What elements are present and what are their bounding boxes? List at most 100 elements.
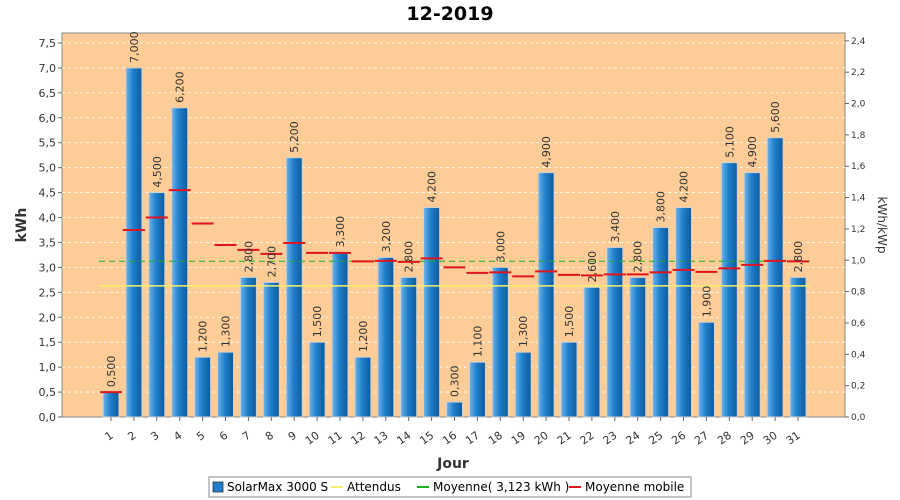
data-label: 4,200 xyxy=(678,171,691,203)
legend-box xyxy=(208,476,692,498)
data-label: 2,800 xyxy=(403,241,416,273)
y-axis-right-title: kWh/kWp xyxy=(875,197,889,254)
data-label: 4,200 xyxy=(426,171,439,203)
x-tick-label: 13 xyxy=(372,429,391,448)
legend-label: Moyenne( 3,123 kWh ) xyxy=(433,480,569,494)
x-tick-label: 6 xyxy=(217,429,230,444)
data-label: 5,200 xyxy=(288,121,301,153)
bar xyxy=(789,276,807,418)
y-tick-label: 1,0 xyxy=(39,361,57,374)
x-tick-label: 10 xyxy=(303,429,322,448)
x-tick-label: 12 xyxy=(349,429,368,448)
bar xyxy=(217,351,234,418)
data-label: 3,300 xyxy=(334,216,347,248)
bar xyxy=(537,172,555,418)
x-tick-label: 1 xyxy=(103,429,116,444)
y-right-tick-label: 1,2 xyxy=(851,225,865,235)
chart-title: 12-2019 xyxy=(406,3,493,25)
x-tick-label: 22 xyxy=(578,429,597,448)
x-tick-label: 18 xyxy=(486,429,505,448)
y-right-tick-label: 0,6 xyxy=(851,319,866,329)
y-tick-label: 5,5 xyxy=(39,137,57,150)
bar xyxy=(262,281,280,418)
x-tick-label: 8 xyxy=(263,429,276,444)
bar xyxy=(125,67,143,418)
y-right-tick-label: 0,8 xyxy=(851,288,866,298)
data-label: 4,900 xyxy=(746,136,759,168)
y-axis-right: 0,0 0,2 0,4 0,6 0,8 1,0 1,2 1,4 1,6 1,8 2,0 2,2 2,4 xyxy=(845,37,866,423)
bar xyxy=(308,341,326,418)
bar xyxy=(171,107,189,418)
bar xyxy=(354,356,372,418)
y-tick-label: 2,5 xyxy=(39,286,57,299)
data-label: 1,500 xyxy=(311,306,324,338)
bar xyxy=(194,356,212,418)
y-right-tick-label: 0,4 xyxy=(851,350,866,360)
y-right-tick-label: 0,2 xyxy=(851,382,865,392)
data-label: 1,200 xyxy=(357,321,370,353)
data-label: 1,300 xyxy=(220,316,233,348)
y-tick-label: 4,0 xyxy=(39,212,57,225)
x-tick-label: 29 xyxy=(738,429,757,448)
y-axis-left: 0,0 0,5 1,0 1,5 2,0 2,5 3,0 3,5 4,0 4,5 5,0 5,5 6,0 6… xyxy=(39,37,62,424)
x-tick-label: 9 xyxy=(286,429,299,444)
bar xyxy=(766,137,784,418)
bar xyxy=(331,251,349,418)
x-tick-label: 7 xyxy=(240,429,253,444)
bar xyxy=(239,276,257,418)
y-right-tick-label: 0,0 xyxy=(851,413,866,423)
bar xyxy=(606,246,624,418)
bar xyxy=(491,266,509,418)
data-label: 1,300 xyxy=(517,316,530,348)
data-label: 1,900 xyxy=(700,286,713,318)
x-tick-label: 23 xyxy=(601,429,620,448)
data-label: 4,500 xyxy=(151,156,164,188)
data-label: 1,200 xyxy=(197,321,210,353)
x-axis: 1 2 3 4 5 6 7 8 9 10 11 12 13 14 15 16 17 18 19 20 21 22 23 24 2… xyxy=(103,417,803,447)
y-tick-label: 0,5 xyxy=(39,386,57,399)
bar xyxy=(697,321,715,418)
legend: SolarMax 3000 S Attendus Moyenne( 3,123 kW… xyxy=(208,476,692,498)
y-right-tick-label: 1,4 xyxy=(851,194,866,204)
bar xyxy=(583,286,601,418)
data-label: 7,000 xyxy=(128,31,141,63)
x-tick-label: 17 xyxy=(463,429,482,448)
y-tick-label: 3,0 xyxy=(39,261,57,274)
y-tick-label: 5,0 xyxy=(39,162,57,175)
bar xyxy=(629,276,647,418)
data-label: 6,200 xyxy=(174,71,187,103)
data-label: 0,300 xyxy=(449,366,462,398)
y-tick-label: 1,5 xyxy=(39,336,57,349)
y-tick-label: 7,5 xyxy=(39,37,57,50)
y-right-tick-label: 2,0 xyxy=(851,100,866,110)
x-tick-label: 21 xyxy=(555,429,574,448)
y-tick-label: 4,5 xyxy=(39,187,57,200)
x-tick-label: 27 xyxy=(692,429,711,448)
data-label: 0,500 xyxy=(105,356,118,388)
x-tick-label: 16 xyxy=(440,429,459,448)
y-right-tick-label: 1,6 xyxy=(851,162,866,172)
bar xyxy=(514,351,532,418)
bar xyxy=(468,361,486,418)
moving-average-series xyxy=(100,189,809,394)
bar xyxy=(446,401,463,418)
bar xyxy=(743,172,761,418)
bar xyxy=(148,192,166,418)
data-label: 3,400 xyxy=(609,211,622,243)
x-tick-label: 30 xyxy=(761,429,780,448)
bar xyxy=(400,276,418,418)
bar xyxy=(423,207,441,418)
legend-label: SolarMax 3000 S xyxy=(227,480,328,494)
x-tick-label: 5 xyxy=(194,429,207,444)
reference-lines xyxy=(99,260,810,287)
data-labels: 0,500 7,000 4,500 6,200 1,200 1,300 2,800 2,700… xyxy=(105,31,805,397)
y-right-tick-label: 1,8 xyxy=(851,131,866,141)
bar xyxy=(102,391,120,418)
legend-label: Attendus xyxy=(347,480,401,494)
bar xyxy=(675,207,692,418)
x-tick-label: 31 xyxy=(784,429,803,448)
x-tick-label: 11 xyxy=(326,429,345,448)
data-label: 3,800 xyxy=(655,191,668,223)
bar xyxy=(652,226,670,418)
x-tick-label: 24 xyxy=(623,429,642,448)
